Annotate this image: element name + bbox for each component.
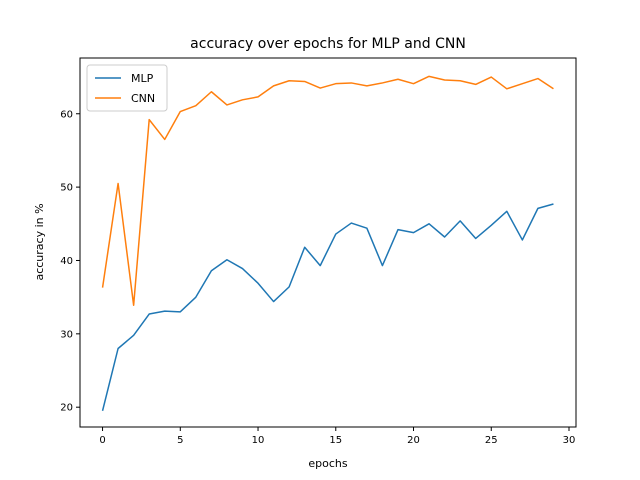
legend-label-cnn: CNN — [131, 92, 155, 105]
y-tick-label: 50 — [60, 183, 73, 194]
x-tick-label: 20 — [407, 435, 420, 446]
plot-frame — [79, 57, 577, 428]
x-axis-label: epochs — [308, 457, 347, 470]
x-tick-label: 5 — [177, 435, 183, 446]
series-line-mlp — [101, 203, 554, 412]
legend: MLP CNN — [86, 64, 168, 112]
x-axis: 0 5 10 15 20 25 30 — [99, 427, 575, 446]
x-tick-label: 25 — [485, 435, 498, 446]
x-tick-label: 0 — [99, 435, 105, 446]
y-tick-label: 40 — [60, 256, 73, 267]
series-layer — [101, 75, 554, 412]
y-tick-label: 20 — [60, 403, 73, 414]
x-tick-label: 30 — [563, 435, 576, 446]
legend-box — [86, 64, 168, 112]
y-axis: 20 30 40 50 60 — [60, 109, 80, 414]
y-axis-label: accuracy in % — [33, 203, 46, 280]
series-line-cnn — [101, 75, 554, 306]
chart-title: accuracy over epochs for MLP and CNN — [190, 36, 466, 52]
x-tick-label: 15 — [329, 435, 342, 446]
legend-label-mlp: MLP — [131, 72, 154, 85]
x-tick-label: 10 — [252, 435, 265, 446]
y-tick-label: 30 — [60, 329, 73, 340]
y-tick-label: 60 — [60, 109, 73, 120]
